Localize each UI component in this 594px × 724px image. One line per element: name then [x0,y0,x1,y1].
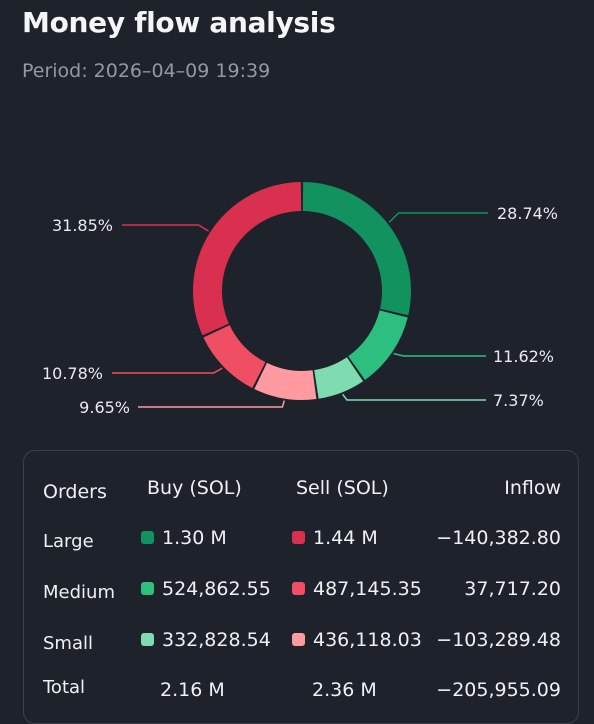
donut-label-4: 9.65% [79,398,130,417]
small-sell-swatch [292,633,305,646]
donut-leader-line-3 [342,393,486,401]
page-title: Money flow analysis [22,6,336,39]
row-medium-sell: 487,145.35 [292,578,422,600]
large-buy-value: 1.30 M [162,527,227,549]
header-inflow: Inflow [504,477,561,499]
small-sell-value: 436,118.03 [313,629,422,651]
money-flow-donut-chart: 28.74% 11.62% 7.37% 9.65% 10.78% 31.85% [42,182,558,417]
row-small-inflow: −103,289.48 [436,629,561,651]
small-buy-swatch [141,633,154,646]
row-small-sell: 436,118.03 [292,629,422,651]
donut-slice-5 [203,325,266,388]
donut-leader-line-2 [393,352,486,357]
row-total-label: Total [43,677,86,698]
row-total-buy: 2.16 M [160,679,225,701]
orders-table: Orders Buy (SOL) Sell (SOL) Inflow Large… [23,450,579,724]
header-sell: Sell (SOL) [296,477,389,499]
donut-slice-6 [193,182,302,336]
donut-slice-2 [348,310,408,380]
donut-leader-line-4 [138,400,286,408]
row-small-label: Small [43,633,93,654]
small-buy-value: 332,828.54 [162,629,271,651]
donut-leader-line-6 [122,224,209,232]
donut-slice-3 [314,357,364,399]
row-large-inflow: −140,382.80 [436,527,561,549]
period-label: Period: [22,60,88,82]
header-buy: Buy (SOL) [147,477,242,499]
row-large-buy: 1.30 M [141,527,227,549]
donut-label-5: 10.78% [42,364,103,383]
period-value: 2026–04–09 19:39 [93,60,271,82]
row-total-sell: 2.36 M [312,679,377,701]
row-large-sell: 1.44 M [292,527,378,549]
donut-label-2: 11.62% [493,347,554,366]
row-medium-label: Medium [43,582,115,603]
row-total-inflow: −205,955.09 [436,679,561,701]
row-large-label: Large [43,531,94,552]
donut-label-3: 7.37% [493,391,544,410]
header-orders: Orders [43,481,107,503]
period-line: Period: 2026–04–09 19:39 [22,60,270,82]
medium-buy-swatch [141,582,154,595]
medium-sell-swatch [292,582,305,595]
medium-sell-value: 487,145.35 [313,578,422,600]
donut-label-1: 28.74% [497,204,558,223]
large-buy-swatch [141,531,154,544]
row-small-buy: 332,828.54 [141,629,271,651]
medium-buy-value: 524,862.55 [162,578,271,600]
donut-leader-line-1 [388,212,488,223]
row-medium-buy: 524,862.55 [141,578,271,600]
donut-slice-4 [254,362,317,400]
donut-slice-1 [302,182,411,316]
donut-label-6: 31.85% [52,216,113,235]
donut-leader-line-5 [112,367,223,374]
large-sell-value: 1.44 M [313,527,378,549]
large-sell-swatch [292,531,305,544]
row-medium-inflow: 37,717.20 [464,578,561,600]
